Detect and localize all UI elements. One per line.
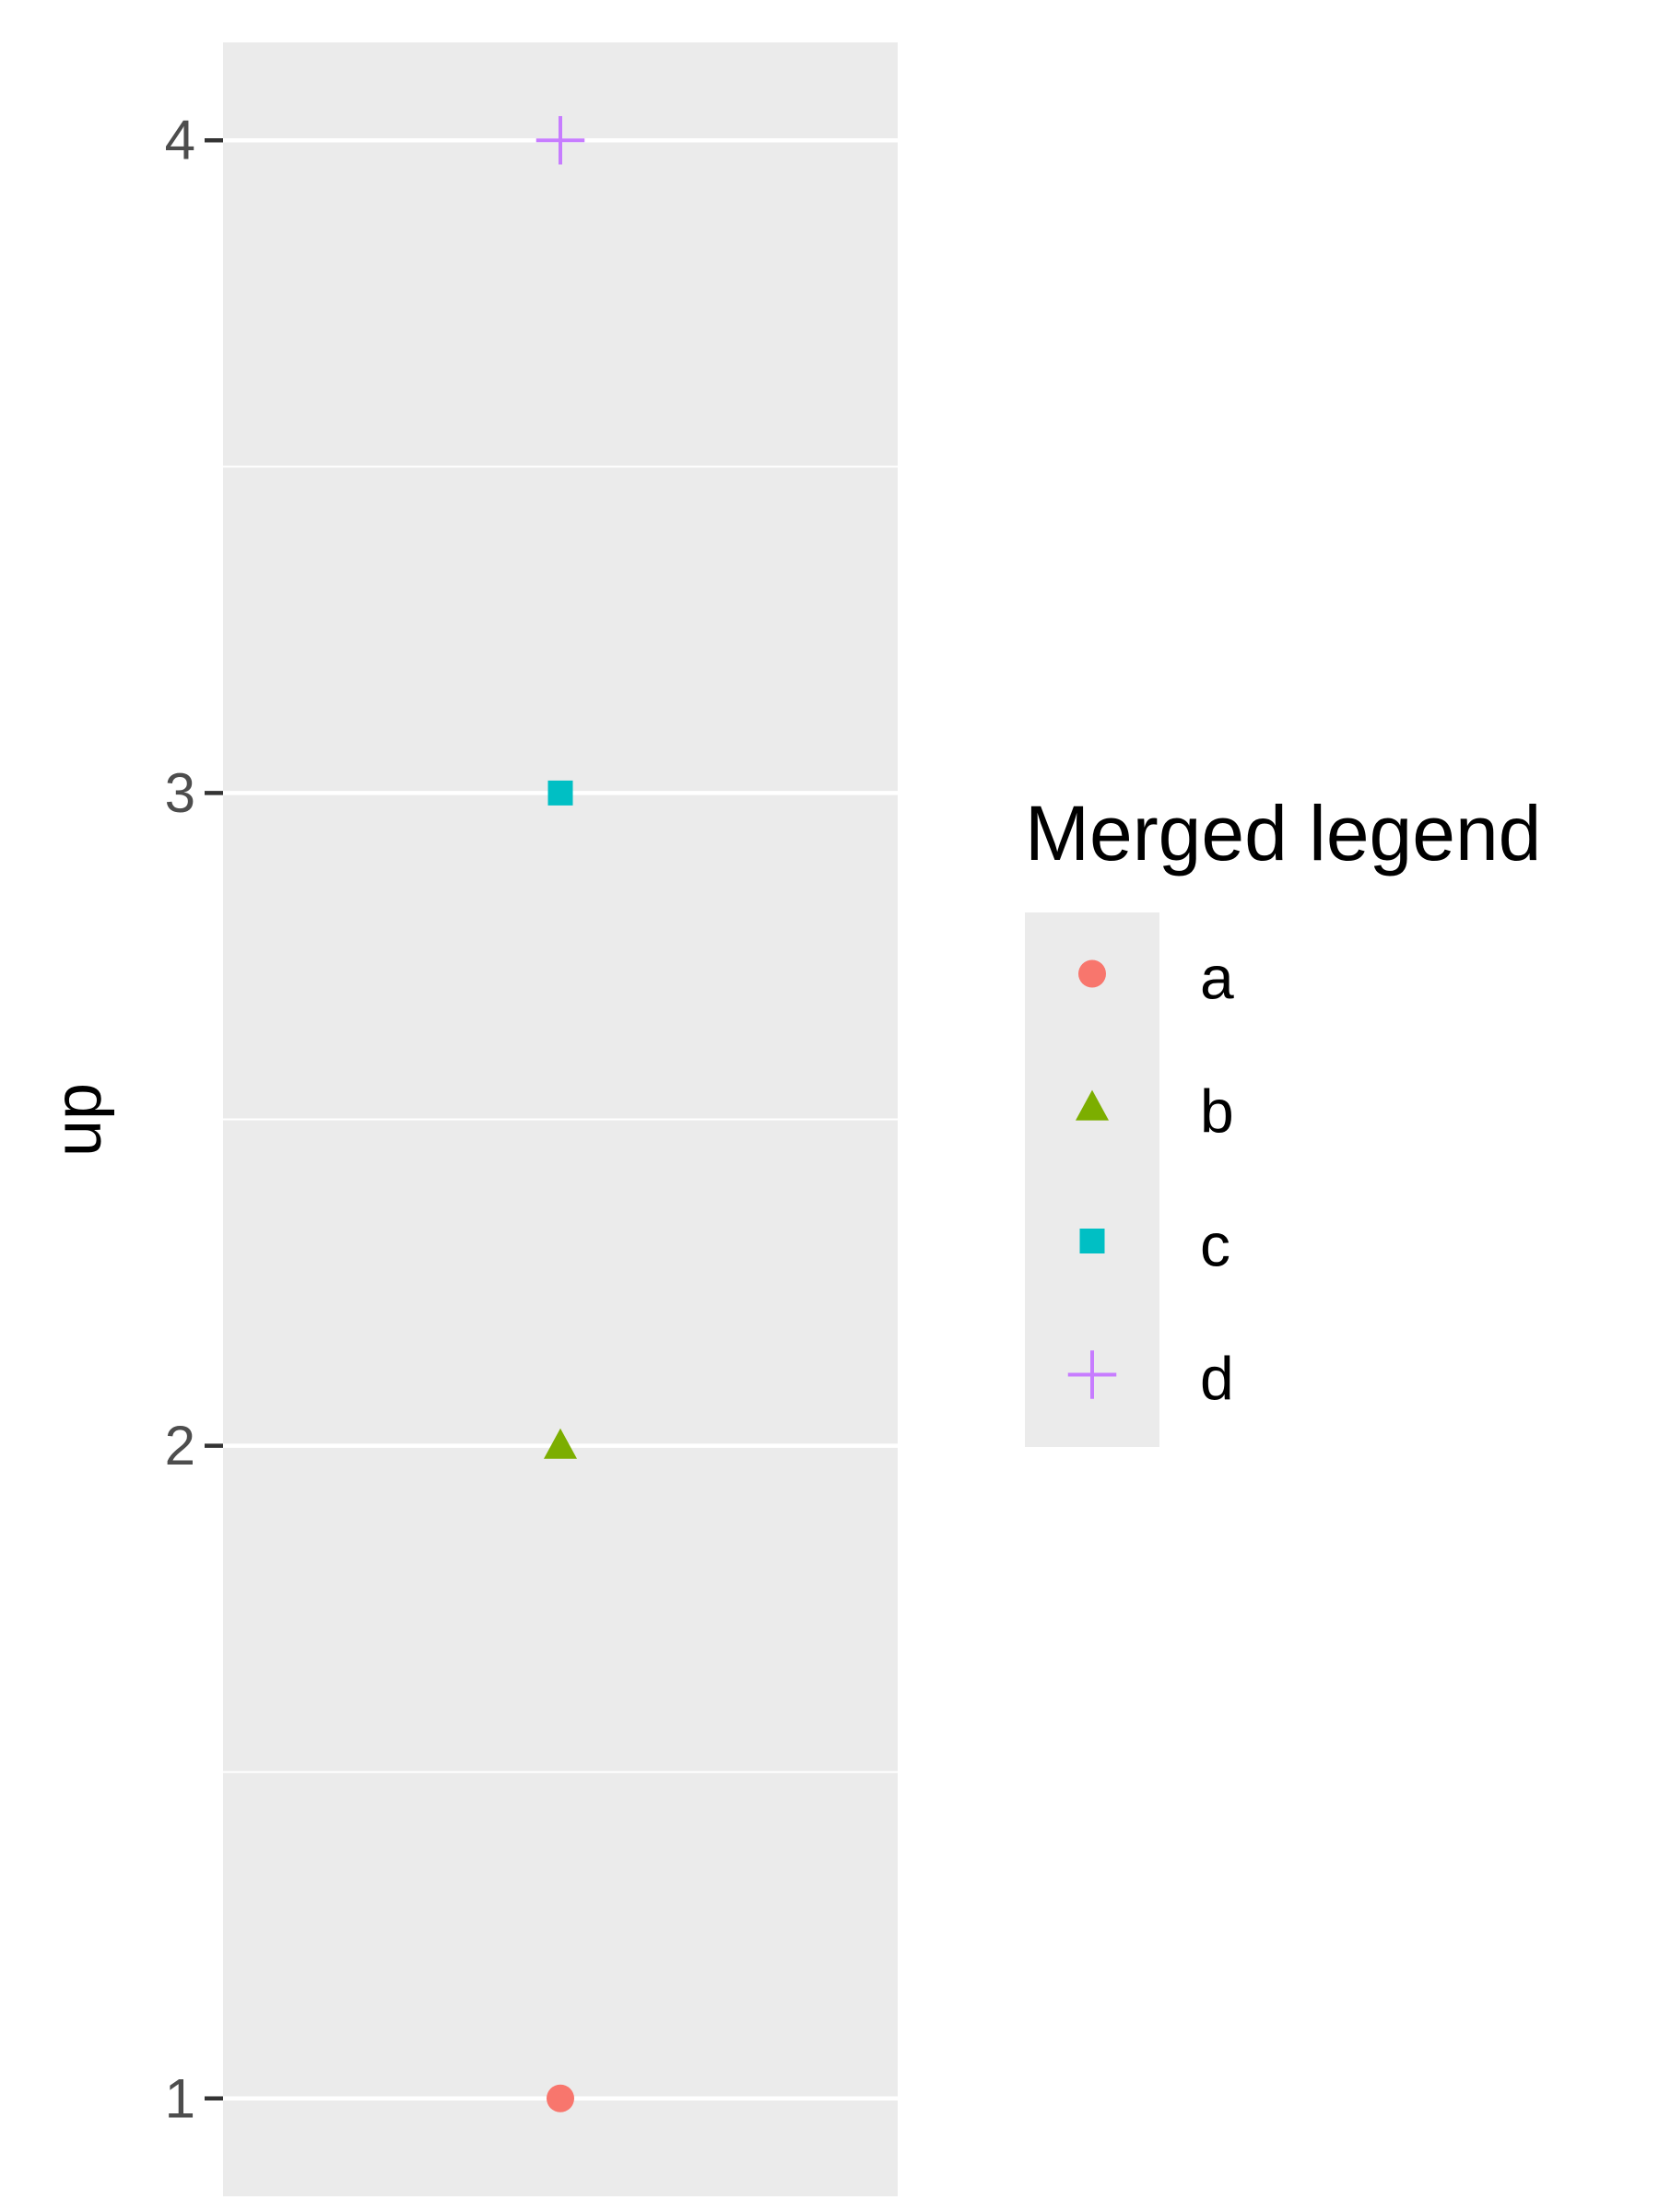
legend-label-c: c	[1200, 1211, 1230, 1279]
plot-panel	[223, 42, 898, 2196]
legend-label-b: b	[1200, 1077, 1234, 1146]
y-axis-title: up	[41, 1083, 115, 1157]
data-point-a	[547, 2084, 574, 2112]
y-axis: 1 2 3 4	[165, 110, 223, 2129]
legend-key-c	[1079, 1229, 1105, 1253]
y-tick-label: 4	[165, 110, 195, 171]
legend-key-d	[1067, 1350, 1117, 1399]
data-point-c	[547, 780, 573, 806]
data-point-d	[535, 115, 585, 165]
y-tick-label: 3	[165, 762, 195, 824]
legend-label-a: a	[1200, 944, 1234, 1012]
legend-title: Merged legend	[1025, 790, 1541, 877]
legend-key-a	[1078, 959, 1106, 988]
y-tick-label: 1	[165, 2067, 195, 2129]
legend-key-b	[1076, 1089, 1109, 1121]
data-points	[535, 115, 585, 2112]
y-tick-label: 2	[165, 1415, 195, 1477]
legend-label-d: d	[1200, 1345, 1234, 1413]
data-point-b	[544, 1428, 577, 1459]
